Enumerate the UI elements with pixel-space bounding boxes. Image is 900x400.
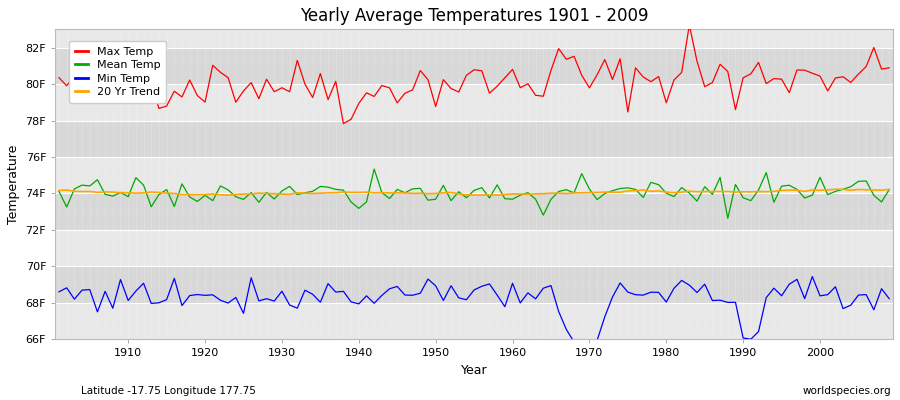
Max Temp <box>284 89 295 94</box>
Min Temp <box>284 303 295 308</box>
Line: Mean Temp: Mean Temp <box>59 169 889 218</box>
Line: Min Temp: Min Temp <box>59 276 889 350</box>
Max Temp <box>684 23 695 28</box>
Line: Max Temp: Max Temp <box>59 25 889 124</box>
Mean Temp <box>284 184 295 189</box>
Min Temp <box>115 277 126 282</box>
Min Temp <box>608 295 618 300</box>
Bar <box>55 230 893 266</box>
Legend: Max Temp, Mean Temp, Min Temp, 20 Yr Trend: Max Temp, Mean Temp, Min Temp, 20 Yr Tre… <box>69 41 166 102</box>
20 Yr Trend <box>515 192 526 196</box>
Max Temp <box>507 67 517 72</box>
Mean Temp <box>608 188 618 193</box>
Mean Temp <box>723 216 734 221</box>
Bar <box>55 120 893 157</box>
Bar <box>55 84 893 120</box>
20 Yr Trend <box>222 193 233 198</box>
20 Yr Trend <box>292 190 302 195</box>
20 Yr Trend <box>608 190 618 194</box>
Min Temp <box>54 290 65 294</box>
Title: Yearly Average Temperatures 1901 - 2009: Yearly Average Temperatures 1901 - 2009 <box>300 7 648 25</box>
Min Temp <box>500 304 510 309</box>
Mean Temp <box>515 193 526 198</box>
Mean Temp <box>369 167 380 172</box>
20 Yr Trend <box>884 187 895 192</box>
Min Temp <box>507 281 517 286</box>
Y-axis label: Temperature: Temperature <box>7 145 20 224</box>
Bar <box>55 303 893 340</box>
Min Temp <box>584 347 595 352</box>
Max Temp <box>330 79 341 84</box>
Mean Temp <box>884 187 895 192</box>
20 Yr Trend <box>338 190 349 194</box>
X-axis label: Year: Year <box>461 364 488 377</box>
Mean Temp <box>507 197 517 202</box>
Max Temp <box>515 85 526 90</box>
20 Yr Trend <box>507 192 517 196</box>
Bar <box>55 266 893 303</box>
Bar <box>55 48 893 84</box>
Min Temp <box>807 274 818 279</box>
Max Temp <box>115 88 126 92</box>
20 Yr Trend <box>54 188 65 193</box>
Max Temp <box>608 77 618 82</box>
Mean Temp <box>115 190 126 195</box>
Max Temp <box>338 121 349 126</box>
Min Temp <box>330 290 341 294</box>
Max Temp <box>54 75 65 80</box>
Mean Temp <box>330 187 341 192</box>
Text: worldspecies.org: worldspecies.org <box>803 386 891 396</box>
Mean Temp <box>54 189 65 194</box>
Line: 20 Yr Trend: 20 Yr Trend <box>59 189 889 195</box>
Bar <box>55 194 893 230</box>
Max Temp <box>884 66 895 70</box>
Text: Latitude -17.75 Longitude 177.75: Latitude -17.75 Longitude 177.75 <box>81 386 256 396</box>
Bar <box>55 157 893 194</box>
20 Yr Trend <box>838 187 849 192</box>
20 Yr Trend <box>115 190 126 195</box>
Min Temp <box>884 296 895 301</box>
